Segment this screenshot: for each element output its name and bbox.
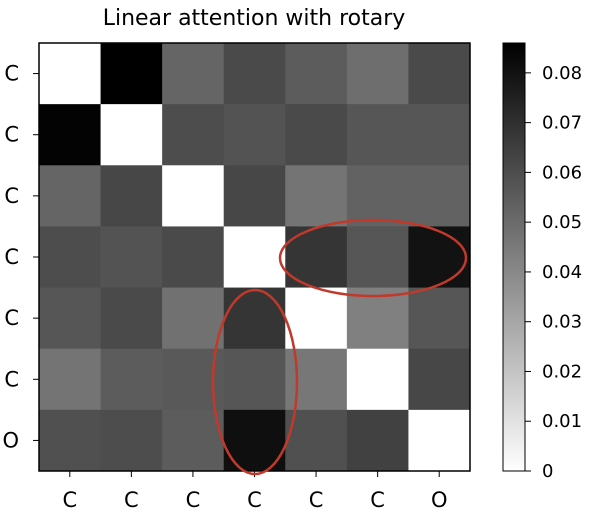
heatmap-cell-r6-c7 xyxy=(408,348,471,411)
heatmap-cell-r2-c2 xyxy=(100,104,163,166)
heatmap-cell-r5-c4 xyxy=(223,287,286,350)
colorbar-tick-label: 0.07 xyxy=(542,113,582,134)
heatmap-cell-r2-c1 xyxy=(39,104,102,166)
heatmap-cell-r2-c6 xyxy=(346,104,409,166)
row-tick-label: O xyxy=(2,428,19,452)
heatmap-cell-r7-c1 xyxy=(39,409,102,472)
heatmap-cell-r4-c7 xyxy=(408,226,471,289)
heatmap-cell-r1-c2 xyxy=(100,43,163,105)
colorbar-tick-label: 0.01 xyxy=(542,411,582,432)
heatmap-cell-r2-c5 xyxy=(285,104,348,166)
heatmap-cell-r5-c1 xyxy=(39,287,102,350)
colorbar-tick-label: 0 xyxy=(542,461,553,482)
heatmap-cell-r4-c3 xyxy=(162,226,225,289)
heatmap-cell-r2-c3 xyxy=(162,104,225,166)
colorbar-tick-label: 0.06 xyxy=(542,162,582,183)
heatmap-cell-r4-c4 xyxy=(223,226,286,289)
heatmap-cell-r5-c2 xyxy=(100,287,163,350)
row-tick-label: C xyxy=(4,306,19,330)
highlight-ellipse xyxy=(278,218,468,298)
heatmap-cell-r6-c4 xyxy=(223,348,286,411)
heatmap-cell-r7-c3 xyxy=(162,409,225,472)
row-tick-labels: C C C C C C O xyxy=(2,62,39,452)
heatmap-cell-r3-c6 xyxy=(346,165,409,227)
heatmap-cell-r3-c5 xyxy=(285,165,348,227)
column-tick-label: C xyxy=(62,488,77,512)
row-tick-label: C xyxy=(4,245,19,269)
heatmap-cell-r5-c3 xyxy=(162,287,225,350)
heatmap-cell-r6-c1 xyxy=(39,348,102,411)
heatmap-cell-r1-c6 xyxy=(346,43,409,105)
colorbar xyxy=(502,42,526,472)
annotation-ellipses xyxy=(211,218,468,476)
heatmap-cell-r7-c6 xyxy=(346,409,409,472)
heatmap-cell-r3-c2 xyxy=(100,165,163,227)
column-tick-label: C xyxy=(247,488,262,512)
heatmap-cell-r4-c2 xyxy=(100,226,163,289)
heatmap-cell-r7-c2 xyxy=(100,409,163,472)
heatmap-cell-r5-c6 xyxy=(346,287,409,350)
heatmap-cell-r2-c4 xyxy=(223,104,286,166)
row-tick-label: C xyxy=(4,123,19,147)
heatmap-cell-r6-c2 xyxy=(100,348,163,411)
colorbar-tick-label: 0.08 xyxy=(542,63,582,84)
heatmap-cell-r5-c5 xyxy=(285,287,348,350)
heatmap-cell-r4-c6 xyxy=(346,226,409,289)
row-tick-label: C xyxy=(4,367,19,391)
heatmap-cell-r1-c3 xyxy=(162,43,225,105)
colorbar-tick-label: 0.03 xyxy=(542,312,582,333)
heatmap-cell-r1-c1 xyxy=(39,43,102,105)
colorbar-ticks: 0 0.01 0.02 0.03 0.04 0.05 0.06 0.07 0.08 xyxy=(525,63,582,482)
heatmap-cell-r7-c5 xyxy=(285,409,348,472)
chart-title: Linear attention with rotary xyxy=(103,6,406,31)
heatmap-cell-r1-c5 xyxy=(285,43,348,105)
heatmap-cell-r3-c1 xyxy=(39,165,102,227)
heatmap-cell-r3-c7 xyxy=(408,165,471,227)
row-tick-label: C xyxy=(4,62,19,86)
heatmap-cell-r3-c4 xyxy=(223,165,286,227)
colorbar-tick-label: 0.04 xyxy=(542,262,582,283)
heatmap-cell-r6-c6 xyxy=(346,348,409,411)
heatmap-cell-r5-c7 xyxy=(408,287,471,350)
colorbar-tick-label: 0.02 xyxy=(542,361,582,382)
colorbar-tick-label: 0.05 xyxy=(542,212,582,233)
heatmap-cells xyxy=(39,43,471,472)
heatmap-cell-r3-c3 xyxy=(162,165,225,227)
row-tick-label: C xyxy=(4,184,19,208)
heatmap-cell-r1-c4 xyxy=(223,43,286,105)
column-tick-label: C xyxy=(186,488,201,512)
highlight-ellipse xyxy=(211,288,299,476)
heatmap-cell-r7-c7 xyxy=(408,409,471,472)
column-tick-label: C xyxy=(309,488,324,512)
heatmap-cell-r2-c7 xyxy=(408,104,471,166)
heatmap-cell-r4-c1 xyxy=(39,226,102,289)
column-tick-label: C xyxy=(370,488,385,512)
column-tick-label: O xyxy=(431,488,448,512)
heatmap-cell-r1-c7 xyxy=(408,43,471,105)
column-tick-label: C xyxy=(124,488,139,512)
